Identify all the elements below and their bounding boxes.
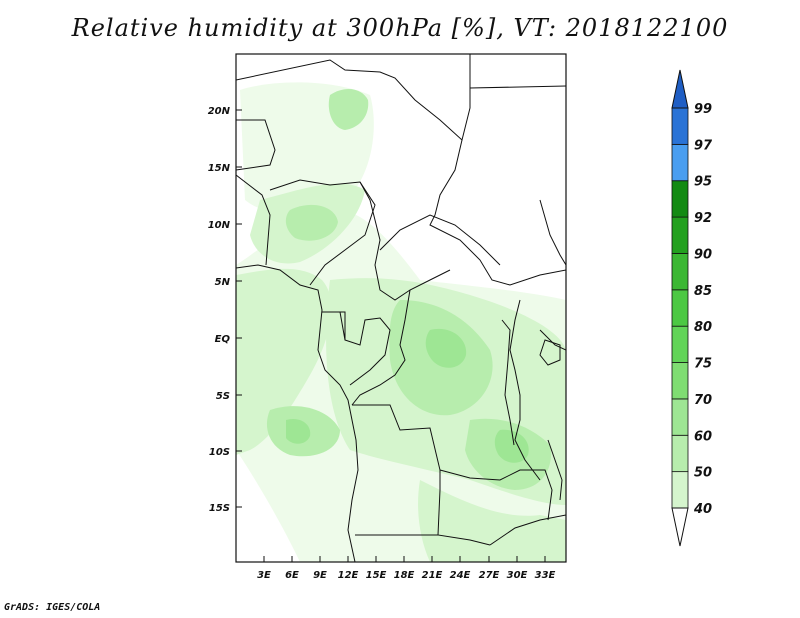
border-drc-east (509, 299, 541, 481)
border-congo-2 (351, 289, 411, 406)
border-east-1 (539, 329, 566, 351)
border-south-1 (489, 514, 566, 546)
border-sudan (539, 199, 566, 266)
colorbar-segment (671, 362, 689, 400)
border-gabon (322, 311, 346, 341)
border-nigeria-1 (236, 174, 271, 266)
lon-label: 6E (285, 570, 299, 581)
boundaries (236, 54, 566, 562)
border-nigeria-2 (269, 179, 376, 286)
lon-label: 27E (479, 570, 500, 581)
border-north-1 (236, 54, 471, 141)
humidity-band-60-e (285, 204, 338, 241)
colorbar-label: 80 (694, 320, 712, 335)
colorbar-segment (671, 434, 689, 473)
colorbar-label: 97 (694, 138, 713, 153)
lat-label: 5S (216, 391, 230, 402)
humidity-band-50-south (418, 480, 566, 562)
border-cameroon (359, 181, 451, 301)
colorbar-segment (671, 398, 689, 436)
humidity-band-60-d (328, 88, 369, 130)
colorbar-bottom-arrow (671, 507, 689, 547)
colorbar-segment (671, 325, 689, 363)
lake-victoria (539, 339, 561, 366)
grads-credit: GrADS: IGES/COLA (4, 602, 101, 613)
lat-label: 15S (209, 503, 230, 514)
colorbar-label: 70 (694, 393, 712, 408)
border-chad-1 (429, 139, 566, 286)
lon-label: 21E (422, 570, 443, 581)
coastline-west (236, 264, 359, 562)
lon-label: 24E (450, 570, 471, 581)
colorbar-label: 75 (694, 357, 712, 372)
border-lakes (501, 319, 515, 446)
border-east-2 (547, 439, 563, 501)
colorbar-label: 60 (694, 429, 712, 444)
colorbar-segments (671, 107, 689, 509)
lon-label: 33E (535, 570, 556, 581)
chart-title: Relative humidity at 300hPa [%], VT: 201… (71, 14, 729, 42)
colorbar-label: 92 (694, 211, 712, 226)
colorbar-segment (671, 289, 689, 327)
lat-label: EQ (215, 334, 231, 345)
longitude-axis: 3E 6E 9E 12E 15E 18E 21E 24E 27E 30E 33E (257, 556, 556, 581)
colorbar-segment (671, 253, 689, 291)
colorbar-segment (671, 143, 689, 182)
colorbar-label: 50 (694, 466, 712, 481)
lon-label: 18E (394, 570, 415, 581)
border-north-2 (469, 85, 566, 89)
lat-label: 15N (208, 163, 231, 174)
colorbar: 40 50 60 70 75 80 85 90 92 95 97 99 (671, 69, 713, 547)
latitude-axis: 20N 15N 10N 5N EQ 5S 10S 15S (208, 106, 242, 514)
lat-label: 5N (215, 277, 231, 288)
border-zambia (439, 469, 553, 521)
colorbar-label: 90 (694, 247, 712, 262)
humidity-band-70-c (286, 418, 311, 444)
map-frame (235, 53, 567, 563)
lon-label: 3E (257, 570, 271, 581)
colorbar-segment (671, 471, 689, 509)
colorbar-segment (671, 180, 689, 218)
colorbar-segment (671, 216, 689, 254)
lon-label: 15E (366, 570, 387, 581)
lat-label: 10S (209, 447, 230, 458)
border-congo-1 (325, 311, 391, 386)
humidity-band-70-a (425, 328, 467, 368)
lon-label: 12E (338, 570, 359, 581)
colorbar-top-arrow (671, 69, 689, 109)
lon-label: 30E (507, 570, 528, 581)
humidity-field (236, 82, 566, 562)
border-niger (236, 119, 276, 171)
colorbar-segment (671, 107, 689, 145)
border-car (379, 214, 501, 266)
colorbar-label: 40 (693, 502, 712, 517)
humidity-band-70-b (494, 429, 529, 463)
lat-label: 20N (208, 106, 231, 117)
humidity-band-50-west (236, 268, 332, 455)
colorbar-labels: 40 50 60 70 75 80 85 90 92 95 97 99 (693, 102, 713, 517)
colorbar-label: 95 (694, 175, 712, 190)
lon-label: 9E (313, 570, 327, 581)
colorbar-label: 99 (694, 102, 712, 117)
colorbar-label: 85 (694, 284, 712, 299)
lat-label: 10N (208, 220, 231, 231)
